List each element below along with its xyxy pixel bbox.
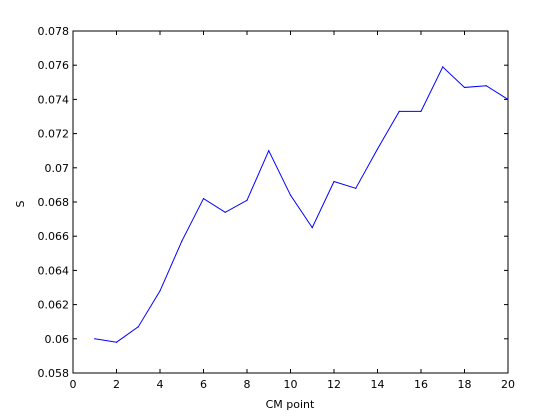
x-tick-label: 4 bbox=[157, 378, 164, 391]
series-line bbox=[94, 66, 509, 343]
y-tick-label: 0.074 bbox=[38, 93, 70, 106]
series-layer bbox=[94, 66, 509, 343]
data-point bbox=[376, 148, 379, 150]
y-tick-label: 0.06 bbox=[45, 333, 70, 346]
data-point bbox=[159, 290, 161, 292]
x-tick-label: 8 bbox=[244, 378, 251, 391]
data-point bbox=[181, 240, 183, 242]
data-point bbox=[202, 197, 205, 200]
data-point bbox=[333, 180, 335, 183]
data-point bbox=[442, 66, 444, 68]
data-point bbox=[137, 326, 139, 328]
y-tick-label: 0.072 bbox=[38, 128, 70, 141]
x-tick-label: 20 bbox=[501, 378, 515, 391]
y-axis-title: S bbox=[14, 200, 27, 207]
x-tick-label: 2 bbox=[113, 378, 120, 391]
data-point bbox=[355, 187, 357, 189]
y-tick-label: 0.066 bbox=[38, 230, 70, 243]
data-point bbox=[463, 86, 466, 89]
x-axis-ticks: 0 2 4 6 8 10 12 14 16 18 20 bbox=[70, 31, 515, 391]
data-point bbox=[224, 211, 226, 213]
x-tick-label: 6 bbox=[200, 378, 207, 391]
y-tick-label: 0.07 bbox=[45, 162, 70, 175]
data-point bbox=[311, 227, 313, 229]
x-tick-label: 12 bbox=[327, 378, 341, 391]
y-tick-label: 0.078 bbox=[38, 25, 70, 38]
x-tick-label: 0 bbox=[70, 378, 77, 391]
y-tick-label: 0.058 bbox=[38, 367, 70, 380]
x-axis-title: CM point bbox=[266, 398, 315, 411]
data-point bbox=[289, 194, 292, 196]
x-tick-label: 16 bbox=[414, 378, 428, 391]
data-point bbox=[398, 110, 400, 112]
data-point bbox=[268, 150, 270, 152]
plot-area bbox=[72, 30, 509, 374]
y-tick-label: 0.076 bbox=[38, 59, 70, 72]
y-axis-ticks: 0.058 0.06 0.062 0.064 0.066 0.068 0.07 0.072 0.… bbox=[38, 25, 508, 380]
data-point bbox=[94, 338, 96, 340]
y-tick-label: 0.062 bbox=[38, 299, 70, 312]
x-tick-label: 14 bbox=[371, 378, 385, 391]
data-point bbox=[115, 341, 118, 343]
data-point bbox=[420, 110, 422, 112]
data-point bbox=[246, 199, 248, 201]
x-tick-label: 10 bbox=[284, 378, 298, 391]
y-tick-label: 0.068 bbox=[38, 196, 70, 209]
data-point bbox=[485, 85, 487, 87]
data-point bbox=[507, 98, 509, 100]
x-tick-label: 18 bbox=[458, 378, 472, 391]
y-tick-label: 0.064 bbox=[38, 264, 70, 277]
